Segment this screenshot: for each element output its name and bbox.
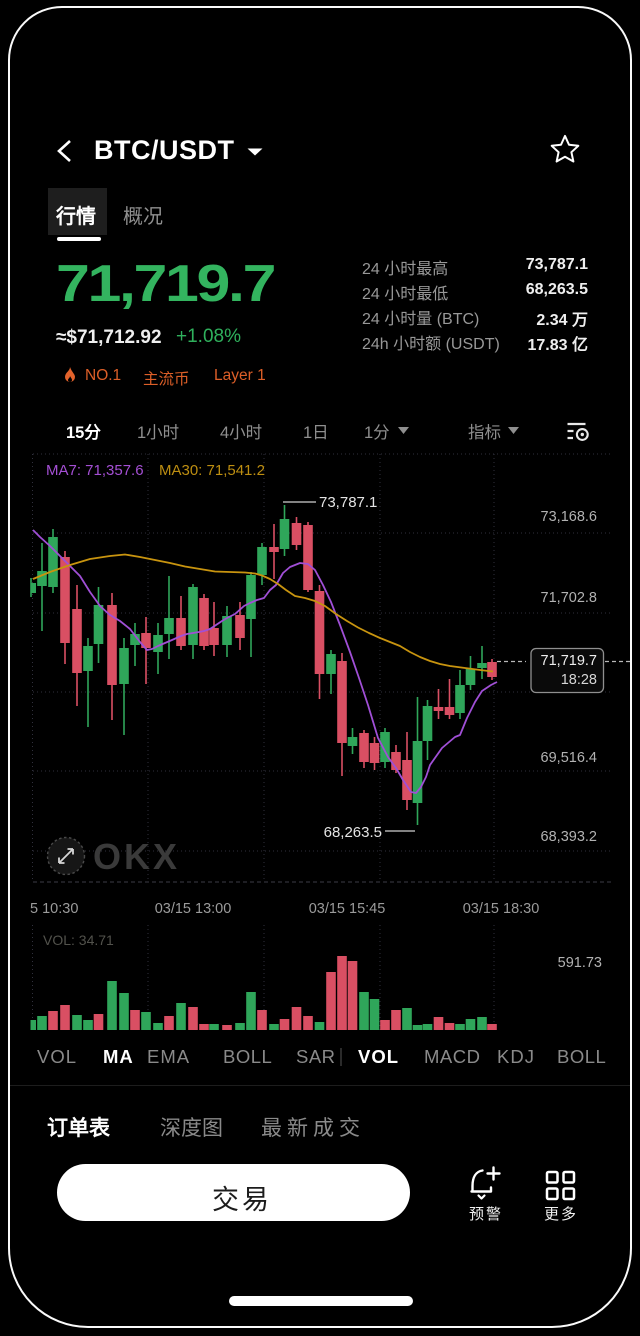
svg-text:MA30: 71,541.2: MA30: 71,541.2: [159, 462, 265, 479]
svg-text:03/15 18:30: 03/15 18:30: [463, 901, 540, 917]
svg-text:5 10:30: 5 10:30: [30, 901, 78, 917]
svg-text:MA7: 71,357.6: MA7: 71,357.6: [46, 462, 144, 479]
svg-text:68,263.5: 68,263.5: [324, 824, 382, 841]
svg-text:03/15 13:00: 03/15 13:00: [155, 901, 232, 917]
svg-text:73,168.6: 73,168.6: [541, 509, 597, 525]
svg-text:18:28: 18:28: [561, 672, 597, 688]
svg-text:68,393.2: 68,393.2: [541, 829, 597, 845]
svg-text:71,719.7: 71,719.7: [541, 653, 597, 669]
svg-text:71,702.8: 71,702.8: [541, 590, 597, 606]
svg-text:69,516.4: 69,516.4: [541, 750, 597, 766]
svg-text:VOL: 34.71: VOL: 34.71: [43, 932, 114, 948]
svg-text:591.73: 591.73: [558, 955, 602, 971]
svg-text:OKX: OKX: [93, 836, 180, 877]
svg-text:03/15 15:45: 03/15 15:45: [309, 901, 386, 917]
svg-text:73,787.1: 73,787.1: [319, 494, 377, 511]
